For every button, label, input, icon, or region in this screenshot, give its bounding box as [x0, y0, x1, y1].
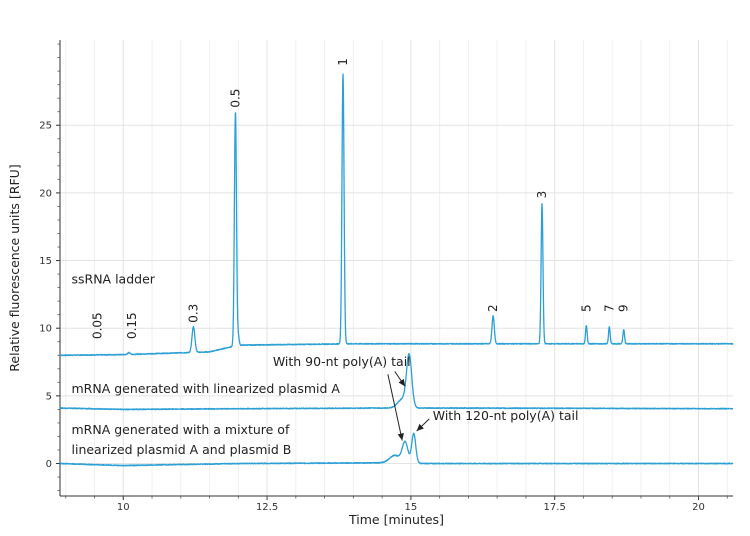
annotation-text: mRNA generated with linearized plasmid A	[72, 381, 341, 396]
peak-size-label: 9	[617, 304, 631, 312]
annotation-text: ssRNA ladder	[72, 272, 156, 287]
x-tick-label: 17.5	[544, 502, 566, 513]
annotation-text: mRNA generated with a mixture of	[72, 422, 290, 437]
y-tick-label: 15	[39, 256, 52, 267]
peak-labels: 0.05 0.15 0.3 0.5 1 2 3 5 7 9	[90, 58, 630, 339]
y-axis-title: Relative fluorescence units [RFU]	[7, 164, 22, 371]
y-tick-label: 0	[46, 459, 52, 470]
annotation-text: With 90-nt poly(A) tail	[273, 354, 411, 369]
trace-series-3	[59, 432, 734, 467]
arrow-head	[416, 423, 424, 432]
peak-size-label: 0.3	[186, 304, 200, 323]
arrow-head	[398, 378, 406, 387]
x-axis-title: Time [minutes]	[348, 512, 444, 527]
grid	[60, 40, 733, 496]
annotations: ssRNA ladder mRNA generated with lineariz…	[72, 272, 579, 457]
peak-size-label: 7	[602, 304, 616, 312]
x-tick-label: 20	[692, 502, 705, 513]
y-tick-label: 20	[39, 188, 52, 199]
annotation-text: With 120-nt poly(A) tail	[433, 408, 579, 423]
x-tick-label: 15	[405, 502, 418, 513]
peak-size-label: 0.15	[125, 312, 139, 339]
arrow-head	[397, 433, 404, 441]
peak-size-label: 0.5	[228, 89, 242, 108]
peak-size-label: 3	[535, 191, 549, 199]
annotation-text: linearized plasmid A and plasmid B	[72, 442, 292, 457]
y-tick-label: 5	[46, 391, 52, 402]
y-tick-label: 10	[39, 324, 52, 335]
trace-series-2	[59, 352, 734, 411]
peak-size-label: 1	[336, 58, 350, 66]
peak-size-label: 0.05	[90, 312, 104, 339]
peak-size-label: 2	[486, 304, 500, 312]
annotation-arrow	[387, 374, 403, 441]
x-tick-label: 12.5	[256, 502, 278, 513]
trace-series-1	[59, 73, 734, 357]
x-tick-label: 10	[117, 502, 130, 513]
traces	[59, 73, 734, 467]
peak-size-label: 5	[579, 304, 593, 312]
y-tick-label: 25	[39, 121, 52, 132]
